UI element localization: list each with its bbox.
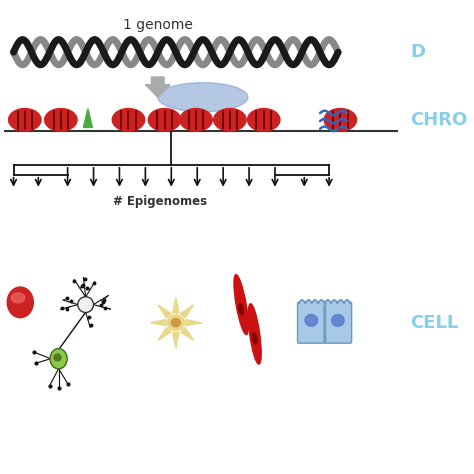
Ellipse shape: [180, 109, 212, 131]
Ellipse shape: [78, 297, 93, 312]
Ellipse shape: [239, 303, 244, 315]
Ellipse shape: [171, 319, 180, 327]
Polygon shape: [181, 305, 193, 318]
Polygon shape: [158, 305, 171, 318]
Ellipse shape: [331, 315, 344, 326]
Ellipse shape: [252, 333, 257, 344]
Polygon shape: [83, 109, 92, 128]
Ellipse shape: [305, 315, 318, 326]
Ellipse shape: [247, 109, 280, 131]
Text: D: D: [410, 43, 425, 61]
Polygon shape: [186, 319, 201, 326]
Text: CELL: CELL: [410, 314, 458, 332]
Polygon shape: [158, 328, 171, 340]
Polygon shape: [173, 298, 179, 313]
Polygon shape: [181, 328, 193, 340]
Text: 1 genome: 1 genome: [123, 18, 193, 32]
Polygon shape: [151, 319, 166, 326]
FancyBboxPatch shape: [324, 302, 352, 343]
FancyArrow shape: [146, 77, 170, 97]
Ellipse shape: [9, 109, 41, 131]
Ellipse shape: [167, 315, 184, 330]
Ellipse shape: [50, 348, 67, 369]
Ellipse shape: [324, 109, 356, 131]
Ellipse shape: [214, 109, 246, 131]
Ellipse shape: [112, 109, 145, 131]
Ellipse shape: [7, 287, 33, 318]
Text: CHRO: CHRO: [410, 111, 467, 129]
FancyBboxPatch shape: [298, 302, 325, 343]
Ellipse shape: [11, 293, 25, 303]
Ellipse shape: [148, 109, 181, 131]
Polygon shape: [173, 333, 179, 347]
Ellipse shape: [234, 274, 248, 335]
Ellipse shape: [45, 109, 77, 131]
Ellipse shape: [248, 304, 261, 364]
Text: # Epigenomes: # Epigenomes: [113, 195, 207, 208]
Ellipse shape: [158, 82, 248, 112]
